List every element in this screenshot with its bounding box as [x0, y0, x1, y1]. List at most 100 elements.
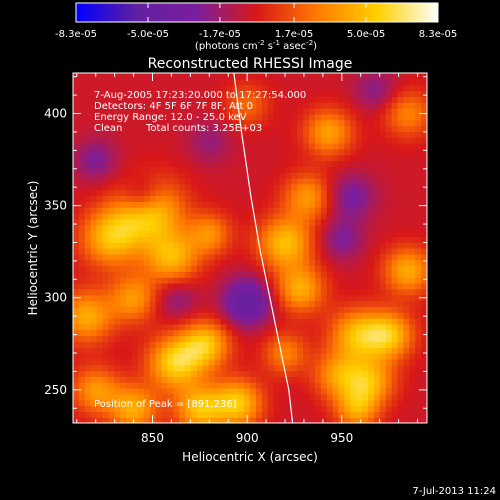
heatmap-cell	[409, 131, 416, 138]
heatmap-cell	[226, 166, 233, 173]
heatmap-cell	[409, 306, 416, 313]
heatmap-cell	[244, 353, 251, 360]
heatmap-cell	[179, 259, 186, 267]
heatmap-cell	[320, 277, 328, 284]
heatmap-cell	[291, 178, 298, 185]
heatmap-cell	[267, 131, 275, 138]
heatmap-cell	[415, 113, 422, 121]
heatmap-cell	[167, 271, 174, 278]
heatmap-cell	[421, 160, 427, 167]
heatmap-cell	[320, 183, 328, 191]
heatmap-cell	[250, 166, 257, 173]
heatmap-cell	[309, 218, 316, 226]
heatmap-cell	[255, 78, 263, 86]
heatmap-cell	[179, 102, 186, 109]
heatmap-cell	[120, 218, 127, 226]
heatmap-cell	[108, 248, 115, 255]
heatmap-cell	[161, 125, 168, 132]
heatmap-cell	[356, 84, 363, 92]
heatmap-cell	[309, 113, 316, 121]
heatmap-cell	[379, 201, 387, 208]
heatmap-cell	[137, 207, 145, 214]
heatmap-cell	[126, 172, 133, 179]
heatmap-cell	[96, 78, 104, 86]
heatmap-cell	[96, 172, 104, 179]
heatmap-cell	[155, 137, 163, 144]
heatmap-cell	[397, 96, 404, 103]
heatmap-cell	[326, 277, 334, 284]
heatmap-cell	[368, 312, 375, 319]
heatmap-cell	[126, 323, 133, 331]
heatmap-cell	[303, 312, 310, 319]
heatmap-cell	[403, 347, 410, 354]
heatmap-cell	[368, 405, 375, 412]
heatmap-cell	[267, 417, 275, 423]
heatmap-cell	[173, 119, 180, 127]
heatmap-cell	[102, 90, 109, 97]
heatmap-cell	[173, 393, 180, 401]
heatmap-cell	[250, 411, 257, 418]
heatmap-cell	[356, 119, 363, 127]
heatmap-cell	[297, 78, 304, 86]
heatmap-cell	[137, 178, 145, 185]
heatmap-cell	[132, 108, 139, 115]
heatmap-cell	[102, 248, 109, 255]
heatmap-cell	[314, 84, 322, 92]
heatmap-cell	[108, 78, 115, 86]
heatmap-cell	[132, 277, 139, 284]
heatmap-cell	[161, 207, 168, 214]
heatmap-cell	[179, 96, 186, 103]
heatmap-cell	[196, 253, 204, 261]
heatmap-cell	[191, 347, 198, 354]
colorbar-tick-label: -1.7e-05	[199, 29, 241, 40]
heatmap-cell	[261, 113, 269, 121]
heatmap-cell	[279, 213, 286, 220]
heatmap-cell	[267, 271, 275, 278]
heatmap-cell	[208, 96, 216, 103]
heatmap-cell	[291, 108, 298, 115]
heatmap-cell	[291, 189, 298, 197]
heatmap-cell	[309, 265, 316, 272]
heatmap-cell	[356, 207, 363, 214]
heatmap-cell	[273, 73, 281, 80]
heatmap-cell	[191, 125, 198, 132]
heatmap-cell	[102, 335, 109, 342]
heatmap-cell	[78, 148, 86, 156]
heatmap-cell	[273, 78, 281, 86]
heatmap-cell	[309, 230, 316, 237]
heatmap-cell	[191, 300, 198, 307]
heatmap-cell	[126, 183, 133, 191]
heatmap-cell	[385, 166, 393, 173]
heatmap-cell	[232, 358, 239, 366]
heatmap-cell	[96, 148, 104, 156]
heatmap-cell	[196, 265, 204, 272]
heatmap-cell	[202, 253, 210, 261]
heatmap-cell	[120, 294, 127, 302]
heatmap-cell	[226, 213, 233, 220]
heatmap-cell	[314, 195, 322, 202]
heatmap-cell	[191, 96, 198, 103]
heatmap-cell	[397, 90, 404, 97]
heatmap-cell	[297, 353, 304, 360]
heatmap-cell	[73, 84, 80, 92]
heatmap-cell	[73, 131, 80, 138]
heatmap-cell	[238, 318, 245, 325]
heatmap-cell	[350, 113, 357, 121]
heatmap-cell	[250, 137, 257, 144]
heatmap-cell	[373, 341, 381, 348]
heatmap-cell	[379, 113, 387, 121]
heatmap-cell	[191, 335, 198, 342]
heatmap-cell	[326, 172, 334, 179]
heatmap-cell	[379, 335, 387, 342]
heatmap-cell	[356, 341, 363, 348]
heatmap-cell	[285, 143, 292, 150]
heatmap-cell	[202, 382, 210, 389]
x-tick-label: 950	[330, 431, 353, 445]
heatmap-cell	[208, 382, 216, 389]
heatmap-cell	[255, 300, 263, 307]
heatmap-cell	[261, 417, 269, 423]
heatmap-cell	[373, 347, 381, 354]
heatmap-cell	[96, 143, 104, 150]
heatmap-cell	[73, 90, 80, 97]
heatmap-cell	[391, 341, 399, 348]
